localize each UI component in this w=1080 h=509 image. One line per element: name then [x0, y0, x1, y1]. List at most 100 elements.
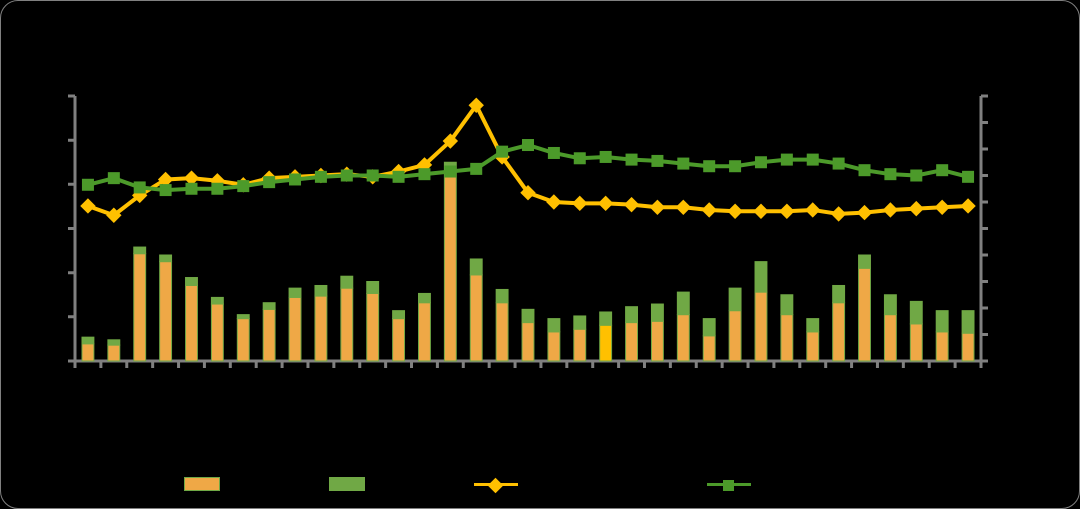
bar-segment-orange: [314, 295, 328, 362]
bar-segment-green: [418, 292, 431, 304]
bar-segment-orange: [935, 331, 949, 362]
bar-group: [883, 294, 897, 362]
bar-segment-orange: [236, 318, 250, 362]
bar-segment-orange: [521, 322, 535, 362]
bar-segment-orange: [418, 302, 431, 362]
line-marker-diamond: [830, 206, 847, 222]
bar-group: [133, 246, 147, 362]
bar-group: [107, 339, 121, 362]
line-marker-diamond: [649, 199, 666, 216]
line-marker-square: [392, 170, 405, 183]
bar-group: [469, 258, 483, 362]
bar-group: [236, 314, 250, 362]
line-marker-diamond: [572, 195, 588, 212]
line-marker-square: [599, 150, 612, 163]
line-marker-square: [418, 168, 431, 181]
bar-segment-orange: [702, 335, 716, 362]
bar-segment-orange: [806, 331, 820, 362]
bar-segment-orange: [366, 292, 380, 362]
legend-item-bar-green[interactable]: [329, 472, 371, 496]
line-marker-square: [211, 182, 224, 195]
line-marker-square: [547, 146, 560, 159]
bar-group: [832, 284, 846, 362]
bar-segment-orange: [858, 267, 871, 362]
line-marker-diamond: [106, 207, 122, 223]
bar-segment-green: [521, 308, 535, 324]
bar-group: [935, 310, 949, 362]
bar-segment-orange: [780, 314, 794, 362]
bar-segment-green: [625, 306, 638, 324]
bar-segment-orange: [547, 331, 561, 362]
bar-segment-green: [340, 275, 354, 289]
line-marker-diamond: [701, 202, 717, 218]
bar-group: [961, 310, 975, 362]
bar-segment-green: [495, 288, 509, 304]
bar-segment-orange: [832, 302, 846, 362]
square-marker-icon: [723, 480, 734, 491]
bar-segment-orange: [676, 314, 690, 362]
line-marker-square: [185, 182, 198, 195]
bar-group: [754, 261, 768, 362]
line-marker-square: [314, 170, 327, 183]
line-marker-square: [444, 165, 457, 178]
legend-item-bar-orange[interactable]: [184, 472, 226, 496]
line-marker-square: [340, 169, 353, 182]
bar-segment-orange: [469, 274, 483, 362]
bar-group: [495, 288, 509, 362]
bar-segment-orange: [288, 296, 302, 362]
bar-segment-green: [728, 287, 742, 312]
bar-group: [443, 161, 457, 362]
line-marker-diamond: [856, 204, 873, 221]
bar-group: [418, 292, 431, 362]
legend-item-line-green[interactable]: [707, 472, 757, 496]
bar-segment-green: [832, 284, 846, 304]
bar-segment-green: [262, 302, 276, 310]
bar-group: [806, 318, 820, 362]
line-marker-square: [625, 153, 638, 166]
chart-legend: [1, 467, 1079, 501]
bar-segment-green: [806, 318, 820, 333]
bar-group: [392, 310, 406, 362]
diamond-marker-icon: [487, 477, 504, 494]
bar-segment-green: [676, 291, 690, 316]
line-marker-diamond: [908, 200, 924, 217]
legend-item-line-yellow-swatch: [474, 477, 518, 494]
line-marker-diamond: [727, 203, 743, 219]
bar-segment-green: [392, 310, 406, 320]
bar-segment-orange: [159, 261, 173, 362]
bar-segment-green: [754, 261, 768, 293]
line-marker-square: [910, 169, 923, 182]
legend-item-line-yellow[interactable]: [474, 472, 524, 496]
line-marker-diamond: [753, 203, 769, 219]
bar-group: [650, 303, 664, 362]
line-marker-square: [81, 178, 94, 191]
line-marker-square: [522, 139, 534, 152]
bar-segment-orange: [392, 318, 406, 362]
bar-segment-orange: [909, 323, 923, 362]
bar-segment-orange: [340, 287, 354, 362]
bar-group: [340, 275, 354, 362]
bar-segment-green: [909, 300, 923, 325]
line-marker-square: [289, 173, 302, 186]
line-marker-diamond: [597, 195, 614, 212]
bar-segment-green: [133, 246, 147, 255]
line-marker-square: [729, 160, 742, 173]
line-marker-square: [884, 168, 897, 181]
line-marker-square: [366, 169, 379, 182]
line-marker-diamond: [934, 199, 950, 216]
bar-segment-orange: [573, 328, 587, 362]
line-marker-square: [470, 162, 483, 175]
line-marker-square: [754, 156, 767, 169]
bar-segment-green: [780, 294, 794, 316]
bar-segment-green: [547, 318, 561, 333]
line-marker-square: [133, 181, 146, 194]
line-marker-diamond: [468, 97, 484, 113]
line-marker-diamond: [623, 196, 640, 213]
legend-item-line-green-swatch: [707, 477, 751, 491]
bar-group: [314, 284, 328, 362]
line-marker-diamond: [805, 202, 821, 218]
line-marker-square: [858, 164, 871, 177]
bar-segment-green: [858, 254, 871, 269]
bar-segment-orange: [650, 320, 664, 362]
